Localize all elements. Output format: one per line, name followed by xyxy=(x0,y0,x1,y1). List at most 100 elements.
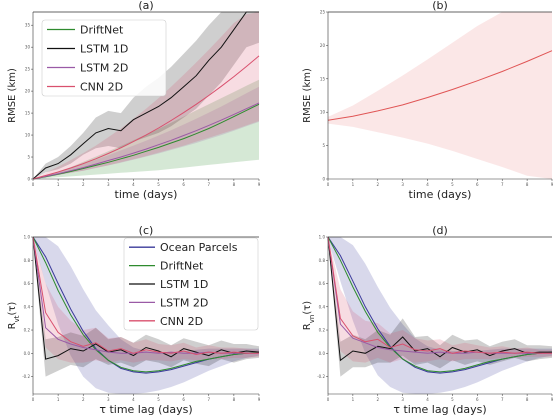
x-tick-label: 8 xyxy=(233,182,236,187)
band-series-0 xyxy=(328,12,552,179)
x-tick-label: 6 xyxy=(476,182,479,187)
y-tick-label: 15 xyxy=(25,111,31,116)
x-tick-label: 9 xyxy=(551,182,554,187)
x-axis-label: time (days) xyxy=(409,188,472,201)
y-tick-label: 10 xyxy=(25,133,31,138)
y-axis-label: RMSE (km) xyxy=(302,68,313,123)
y-tick-label: 0.2 xyxy=(24,328,31,333)
x-tick-label: 9 xyxy=(258,397,261,402)
y-tick-label: 5 xyxy=(27,155,30,160)
x-tick-label: 0 xyxy=(32,397,35,402)
x-tick-label: 8 xyxy=(526,182,529,187)
y-tick-label: 25 xyxy=(320,10,326,15)
y-tick-label: 1.0 xyxy=(319,235,326,240)
legend-entry: LSTM 1D xyxy=(160,278,208,291)
x-tick-label: 1 xyxy=(352,182,355,187)
x-tick-label: 3 xyxy=(401,182,404,187)
y-tick-label: 15 xyxy=(320,76,326,81)
x-tick-label: 5 xyxy=(157,397,160,402)
legend: Ocean Parcels DriftNet LSTM 1D LSTM 2D CNN 2… xyxy=(123,237,259,331)
x-tick-label: 1 xyxy=(57,397,60,402)
y-tick-label: 20 xyxy=(320,43,326,48)
x-tick-label: 0 xyxy=(32,182,35,187)
y-tick-label: 1.0 xyxy=(24,235,31,240)
panel-a: 0 1 2 3 4 5 6 7 8 9 0 5 10 15 20 25 30 35 (a) time (days) RM… xyxy=(7,0,261,201)
band-cnn-2d xyxy=(33,12,259,179)
x-axis-label: τ time lag (days) xyxy=(393,403,486,416)
line-lstm-1d xyxy=(327,236,552,362)
x-tick-label: 6 xyxy=(182,397,185,402)
y-tick-label: 10 xyxy=(320,110,326,115)
x-tick-label: 2 xyxy=(377,182,380,187)
y-tick-label: -0.2 xyxy=(317,374,325,379)
line-cnn-2d xyxy=(327,236,552,354)
x-tick-label: 9 xyxy=(258,182,261,187)
band-lstm-1d xyxy=(328,237,552,377)
line-lstm-1d xyxy=(32,11,259,180)
y-tick-label: 0 xyxy=(27,177,30,182)
x-tick-label: 8 xyxy=(233,397,236,402)
panel-title: (d) xyxy=(432,224,448,237)
y-tick-label: 25 xyxy=(25,67,31,72)
legend-entry: LSTM 2D xyxy=(160,296,208,309)
x-tick-label: 7 xyxy=(208,397,211,402)
y-tick-label: 0.6 xyxy=(24,281,31,286)
y-tick-label: 5 xyxy=(322,143,325,148)
panel-c: 0 1 2 3 4 5 6 7 8 9 -0.2 0.0 0.2 0.4 0.6 0.8 1.0 (c) τ tim… xyxy=(7,224,261,416)
x-tick-label: 2 xyxy=(82,182,85,187)
line-cnn-2d xyxy=(32,55,260,180)
band-lstm-2d xyxy=(33,86,259,179)
x-tick-label: 8 xyxy=(526,397,529,402)
x-tick-label: 5 xyxy=(451,397,454,402)
panel-d: 0 1 2 3 4 5 6 7 8 9 -0.2 0.0 0.2 0.4 0.6 0.8 1.0 (d) τ tim… xyxy=(302,224,554,416)
x-axis-label: time (days) xyxy=(115,188,178,201)
x-tick-label: 7 xyxy=(208,182,211,187)
x-tick-label: 3 xyxy=(107,397,110,402)
legend-box xyxy=(41,19,167,97)
band-cnn-2d xyxy=(328,237,552,363)
y-tick-label: 0.6 xyxy=(319,281,326,286)
x-tick-label: 7 xyxy=(501,182,504,187)
x-tick-label: 3 xyxy=(107,182,110,187)
x-tick-label: 1 xyxy=(57,182,60,187)
y-tick-label: 20 xyxy=(25,89,31,94)
band-cnn-2d xyxy=(33,237,259,363)
y-tick-label: 30 xyxy=(25,45,31,50)
legend-entry: CNN 2D xyxy=(160,315,203,328)
x-tick-label: 4 xyxy=(132,182,135,187)
legend-entry: CNN 2D xyxy=(80,81,123,94)
legend-entry: LSTM 2D xyxy=(80,62,128,75)
x-tick-label: 4 xyxy=(426,397,429,402)
y-axis-label: Rvt(τ) xyxy=(7,302,21,330)
x-tick-label: 7 xyxy=(501,397,504,402)
band-ocean-parcels xyxy=(328,237,552,394)
legend-entry: Ocean Parcels xyxy=(160,241,238,254)
legend-entry: LSTM 1D xyxy=(80,43,128,56)
y-tick-label: 0.4 xyxy=(319,304,326,309)
legend-entry: DriftNet xyxy=(160,260,204,273)
y-tick-label: 0.0 xyxy=(319,351,326,356)
line-driftnet xyxy=(32,236,260,373)
y-tick-label: 0.0 xyxy=(24,351,31,356)
y-tick-label: 0.2 xyxy=(319,328,326,333)
x-tick-label: 2 xyxy=(82,397,85,402)
x-tick-label: 4 xyxy=(132,397,135,402)
legend-box xyxy=(123,237,259,331)
panel-title: (b) xyxy=(432,0,448,12)
x-tick-label: 1 xyxy=(352,397,355,402)
y-tick-label: -0.2 xyxy=(22,374,30,379)
line-series-0 xyxy=(327,50,553,121)
x-tick-label: 4 xyxy=(426,182,429,187)
x-tick-label: 6 xyxy=(476,397,479,402)
x-tick-label: 0 xyxy=(327,397,330,402)
x-axis-label: τ time lag (days) xyxy=(99,403,192,416)
y-tick-label: 35 xyxy=(25,23,31,28)
band-ocean-parcels xyxy=(33,237,259,394)
x-tick-label: 2 xyxy=(377,397,380,402)
x-tick-label: 6 xyxy=(182,182,185,187)
panel-title: (a) xyxy=(138,0,153,12)
x-tick-label: 3 xyxy=(401,397,404,402)
line-cnn-2d xyxy=(32,236,259,356)
y-tick-label: 0 xyxy=(322,177,325,182)
